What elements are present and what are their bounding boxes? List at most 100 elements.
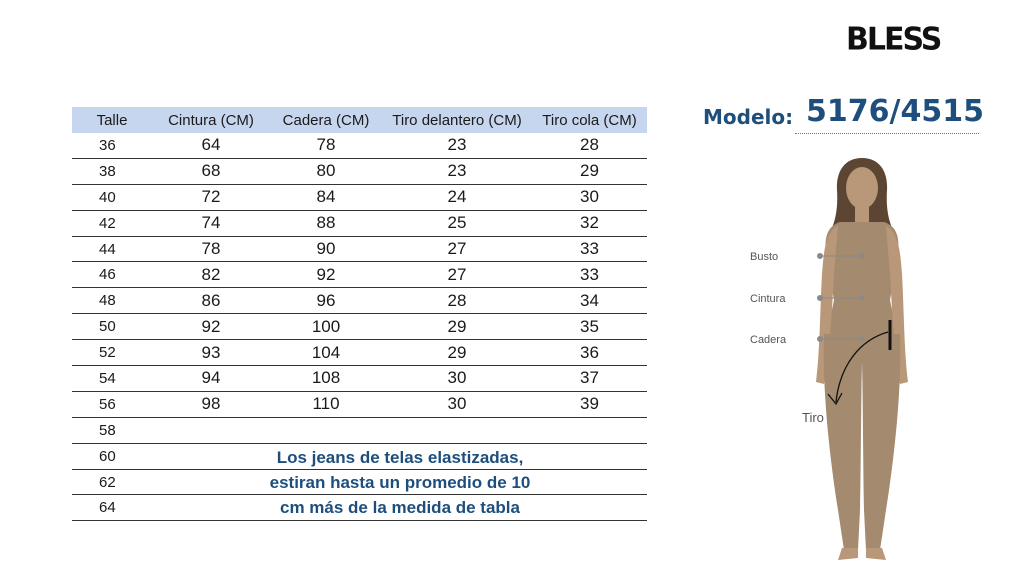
cell-tiro-cola: 29 [532,158,647,185]
tiro-arrow-head [827,392,843,406]
table-row: 64 [72,494,647,522]
cell-cadera [270,443,382,470]
cell-cintura: 93 [152,339,270,367]
table-row: 36 64 78 23 28 [72,133,647,159]
cell-talle: 40 [72,184,152,211]
cell-cintura: 92 [152,313,270,341]
cell-tiro-delantero [382,443,532,470]
cell-tiro-delantero: 23 [382,133,532,159]
table-body: 36 64 78 23 28 38 68 80 23 29 40 72 84 24 30 42 74 88 25 32… [72,133,647,522]
cell-tiro-delantero: 29 [382,339,532,367]
table-row: 58 [72,417,647,444]
table-row: 60 [72,443,647,470]
cell-cadera [270,469,382,496]
modelo-code: 5176/4515 [806,94,984,129]
table-row: 42 74 88 25 32 [72,210,647,237]
header-cadera: Cadera (CM) [270,107,382,133]
cell-talle: 64 [72,494,152,522]
cell-talle: 44 [72,236,152,263]
measurement-guides [817,253,865,342]
cell-tiro-cola: 39 [532,391,647,418]
cell-tiro-cola [532,443,647,470]
table-row: 46 82 92 27 33 [72,261,647,289]
cell-cadera: 78 [270,133,382,159]
label-cadera: Cadera [750,334,787,346]
cell-talle: 60 [72,443,152,470]
cell-tiro-delantero: 23 [382,158,532,185]
cell-cadera [270,494,382,522]
cell-cadera: 100 [270,313,382,341]
cell-tiro-delantero [382,469,532,496]
cell-cintura: 82 [152,261,270,289]
cell-talle: 52 [72,339,152,367]
cell-cintura: 72 [152,184,270,211]
cell-cadera: 84 [270,184,382,211]
cell-cintura [152,417,270,444]
cell-tiro-delantero: 29 [382,313,532,341]
label-busto: Busto [750,251,778,263]
table-header-row: Talle Cintura (CM) Cadera (CM) Tiro dela… [72,107,647,133]
cell-cintura: 94 [152,365,270,392]
cell-tiro-cola [532,469,647,496]
table-row: 54 94 108 30 37 [72,365,647,392]
modelo-underline [795,133,979,134]
cell-cadera: 88 [270,210,382,237]
cell-tiro-delantero: 30 [382,365,532,392]
stretch-note: Los jeans de telas elastizadas, estiran … [210,445,590,520]
cell-tiro-cola: 34 [532,287,647,315]
cell-tiro-cola: 33 [532,236,647,263]
table-row: 44 78 90 27 33 [72,236,647,263]
table-row: 40 72 84 24 30 [72,184,647,211]
cell-talle: 62 [72,469,152,496]
cell-tiro-cola: 32 [532,210,647,237]
cell-cadera: 96 [270,287,382,315]
header-tiro-delantero: Tiro delantero (CM) [382,107,532,133]
cell-tiro-cola: 35 [532,313,647,341]
modelo-label: Modelo: [703,105,794,129]
cell-cintura: 86 [152,287,270,315]
cell-talle: 42 [72,210,152,237]
table-row: 50 92 100 29 35 [72,313,647,341]
cell-cintura: 98 [152,391,270,418]
cell-cadera [270,417,382,444]
cell-tiro-cola: 30 [532,184,647,211]
cell-tiro-cola: 33 [532,261,647,289]
label-cintura: Cintura [750,293,786,305]
cell-tiro-delantero [382,494,532,522]
table-row: 62 [72,469,647,496]
cell-cadera: 108 [270,365,382,392]
cell-cintura: 78 [152,236,270,263]
table-row: 38 68 80 23 29 [72,158,647,185]
cell-cintura [152,443,270,470]
cell-tiro-delantero: 24 [382,184,532,211]
size-table: Talle Cintura (CM) Cadera (CM) Tiro dela… [72,107,647,522]
header-talle: Talle [72,107,152,133]
note-line-1: Los jeans de telas elastizadas, [276,448,524,467]
cell-talle: 38 [72,158,152,185]
cell-cintura: 68 [152,158,270,185]
cell-tiro-cola [532,417,647,444]
cell-talle: 36 [72,133,152,159]
cell-cadera: 80 [270,158,382,185]
label-tiro: Tiro [802,410,824,425]
cell-cadera: 90 [270,236,382,263]
cell-talle: 50 [72,313,152,341]
cell-cadera: 104 [270,339,382,367]
cell-tiro-cola: 37 [532,365,647,392]
cell-cadera: 110 [270,391,382,418]
cell-cintura: 64 [152,133,270,159]
cell-tiro-cola: 28 [532,133,647,159]
note-line-3: cm más de la medida de tabla [280,498,520,517]
cell-talle: 54 [72,365,152,392]
header-tiro-cola: Tiro cola (CM) [532,107,647,133]
note-line-2: estiran hasta un promedio de 10 [269,473,531,492]
cell-cintura [152,469,270,496]
cell-tiro-cola [532,494,647,522]
cell-tiro-delantero: 30 [382,391,532,418]
cell-talle: 56 [72,391,152,418]
table-row: 48 86 96 28 34 [72,287,647,315]
cell-tiro-delantero: 25 [382,210,532,237]
cell-tiro-delantero: 27 [382,261,532,289]
cell-tiro-delantero [382,417,532,444]
cell-talle: 58 [72,417,152,444]
